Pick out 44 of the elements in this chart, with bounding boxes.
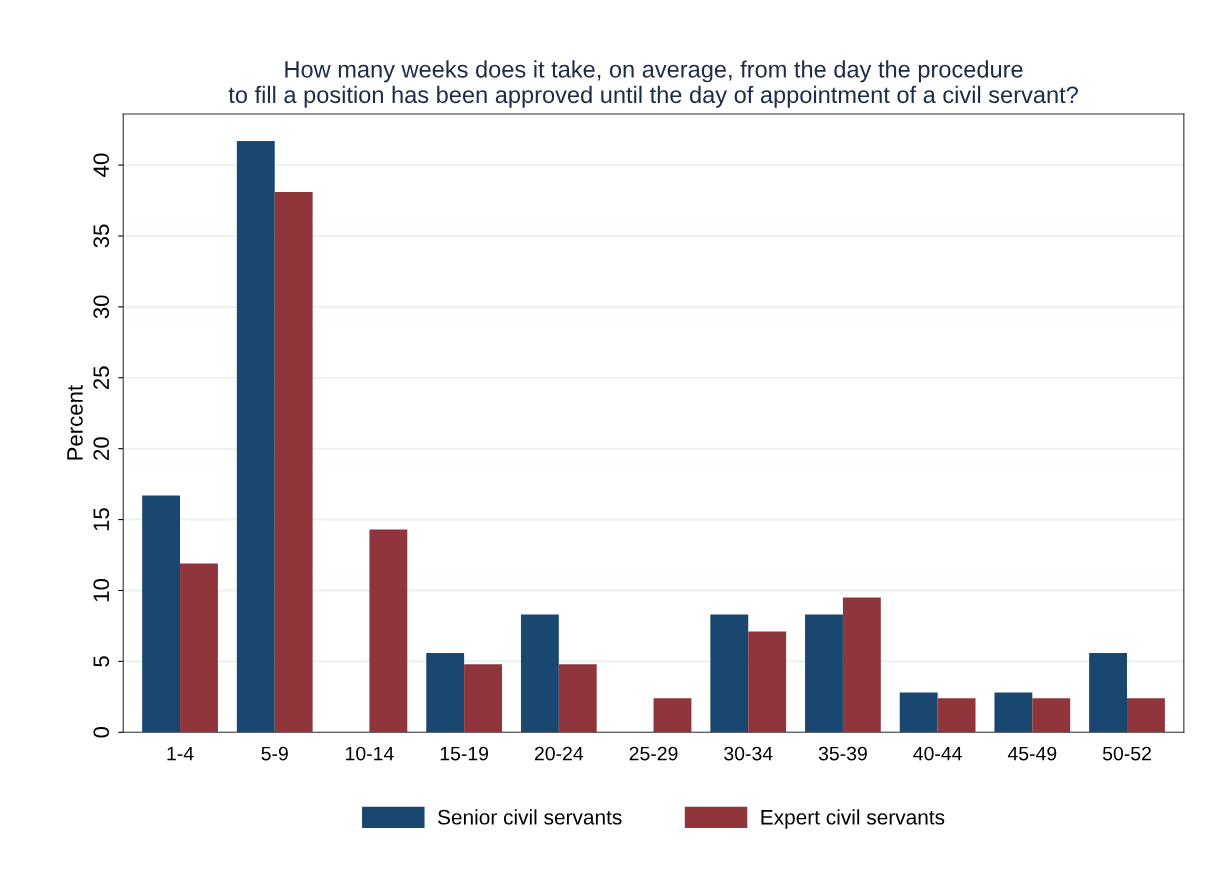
bar [426, 652, 465, 733]
legend-label: Expert civil servants [761, 809, 945, 829]
y-tick-label: 10 [93, 579, 110, 602]
x-tick-label: 15-19 [440, 746, 489, 761]
bar [805, 614, 843, 733]
x-tick-label: 30-34 [724, 746, 773, 761]
x-tick-label: 10-14 [346, 746, 394, 761]
bar [842, 597, 881, 733]
y-axis-title: Percent [67, 385, 83, 460]
bar [180, 563, 218, 733]
y-tick-label: 30 [93, 295, 110, 319]
y-tick-label: 5 [93, 656, 110, 667]
bar [1032, 698, 1071, 733]
x-tick-label: 50-52 [1102, 746, 1151, 761]
x-tick-label: 45-49 [1007, 746, 1057, 761]
y-tick-label: 0 [93, 726, 110, 738]
y-tick-label: 25 [93, 366, 110, 390]
bar [653, 698, 692, 733]
bar [937, 698, 976, 733]
y-tick-label: 15 [93, 508, 110, 531]
bar [748, 631, 787, 733]
bar [1127, 698, 1165, 733]
bar [142, 495, 181, 733]
x-tick-label: 20-24 [534, 746, 584, 761]
bar [994, 692, 1033, 733]
bar [1089, 652, 1128, 733]
y-tick-label: 40 [93, 153, 110, 177]
bar [236, 140, 275, 733]
x-tick-label: 35-39 [818, 746, 867, 761]
bar [464, 664, 503, 733]
bar [899, 692, 938, 733]
x-tick-label: 25-29 [629, 746, 678, 761]
bar [274, 192, 313, 733]
legend-label: Senior civil servants [437, 809, 622, 825]
y-tick-label: 20 [93, 437, 110, 460]
x-tick-label: 5-9 [261, 746, 288, 761]
x-tick-label: 40-44 [913, 746, 962, 761]
bar [558, 664, 597, 733]
chart-title: How many weeks does it take, on average, from the day the procedure to fill a position has been approved until the day of appointment of a civil servant? [228, 60, 1078, 108]
x-tick-label: 1-4 [167, 746, 194, 761]
bar [369, 529, 408, 733]
bar [710, 614, 749, 733]
bar [520, 614, 559, 733]
y-tick-label: 35 [93, 224, 110, 248]
